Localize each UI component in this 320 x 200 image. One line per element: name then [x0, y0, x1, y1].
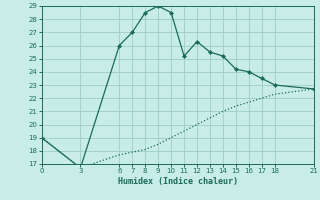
X-axis label: Humidex (Indice chaleur): Humidex (Indice chaleur) — [118, 177, 237, 186]
